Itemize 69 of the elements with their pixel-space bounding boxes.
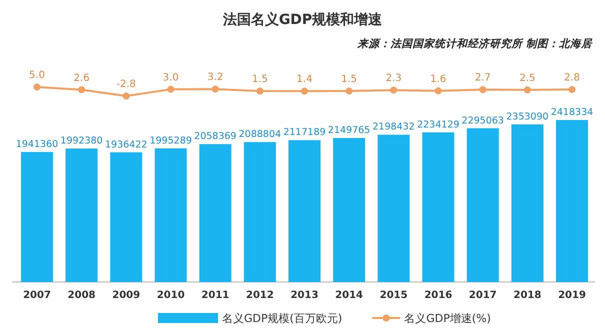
data-label: 2.8 — [564, 72, 580, 84]
x-tick-label: 2012 — [246, 290, 274, 301]
x-tick-label: 2017 — [468, 290, 497, 301]
data-label: 1995289 — [150, 135, 192, 146]
point — [434, 87, 442, 94]
data-label: 1.5 — [341, 74, 358, 86]
x-tick-label: 2014 — [335, 290, 364, 301]
source-note: 来源：法国国家统计和经济研究所 制图：北海居 — [356, 37, 593, 50]
point — [122, 92, 130, 100]
data-label: 2198432 — [372, 122, 415, 133]
data-label: 2058369 — [194, 131, 236, 142]
bar — [556, 120, 588, 282]
x-tick-label: 2019 — [558, 290, 586, 301]
data-label: 2418334 — [550, 107, 594, 118]
point — [34, 84, 40, 90]
data-label: 1.6 — [430, 74, 446, 85]
bar — [422, 132, 454, 282]
x-tick-label: 2016 — [424, 290, 452, 301]
point — [524, 86, 531, 94]
data-label: 2234129 — [417, 119, 460, 130]
point — [568, 86, 576, 94]
bar — [244, 142, 276, 282]
bar — [199, 144, 232, 282]
bar — [288, 140, 320, 282]
x-tick-label: 2008 — [68, 290, 96, 301]
data-label: 1.4 — [296, 74, 312, 86]
bar — [66, 148, 98, 282]
x-tick-label: 2009 — [112, 290, 140, 301]
bar — [511, 124, 544, 282]
text: 名义GDP规模(百万欧元) — [222, 312, 342, 325]
x-tick-label: 2013 — [290, 290, 318, 301]
point — [479, 86, 486, 94]
data-label: 5.0 — [29, 70, 45, 81]
point — [212, 86, 219, 93]
legend-label: 名义GDP增速(%) — [404, 312, 491, 325]
data-label: 2149765 — [328, 124, 370, 136]
x-tick-label: 2018 — [513, 290, 542, 301]
data-label: 2.3 — [386, 73, 402, 84]
data-label: 2295063 — [462, 115, 504, 126]
data-label: 3.2 — [207, 72, 224, 84]
bar — [333, 138, 366, 282]
data-label: -2.8 — [116, 79, 136, 90]
bar — [110, 152, 142, 282]
data-label: 2117189 — [283, 127, 326, 138]
data-label: 2.5 — [519, 72, 536, 84]
data-label: 3.0 — [162, 72, 179, 84]
x-tick-label: 2010 — [156, 290, 185, 301]
bar — [154, 148, 187, 282]
data-label: 1992380 — [60, 136, 103, 147]
data-label: 1.5 — [252, 74, 268, 86]
bar — [378, 134, 410, 282]
data-label: 2353090 — [506, 111, 549, 122]
point — [78, 86, 86, 94]
x-tick-label: 2007 — [23, 290, 51, 301]
point — [390, 86, 398, 94]
point — [301, 88, 308, 95]
bar — [21, 152, 53, 282]
data-label: 1936422 — [105, 139, 148, 150]
chart-title: 法国名义GDP规模和增速 — [222, 11, 384, 28]
data-label: 2.7 — [474, 72, 491, 84]
point — [167, 86, 174, 93]
bar — [466, 128, 499, 282]
point — [346, 88, 353, 95]
data-label: 1941360 — [16, 138, 58, 150]
x-tick-label: 2011 — [201, 290, 230, 301]
data-label: 2.6 — [74, 72, 90, 84]
data-label: 2088804 — [238, 129, 282, 140]
point — [256, 88, 264, 95]
x-tick-label: 2015 — [380, 290, 408, 301]
